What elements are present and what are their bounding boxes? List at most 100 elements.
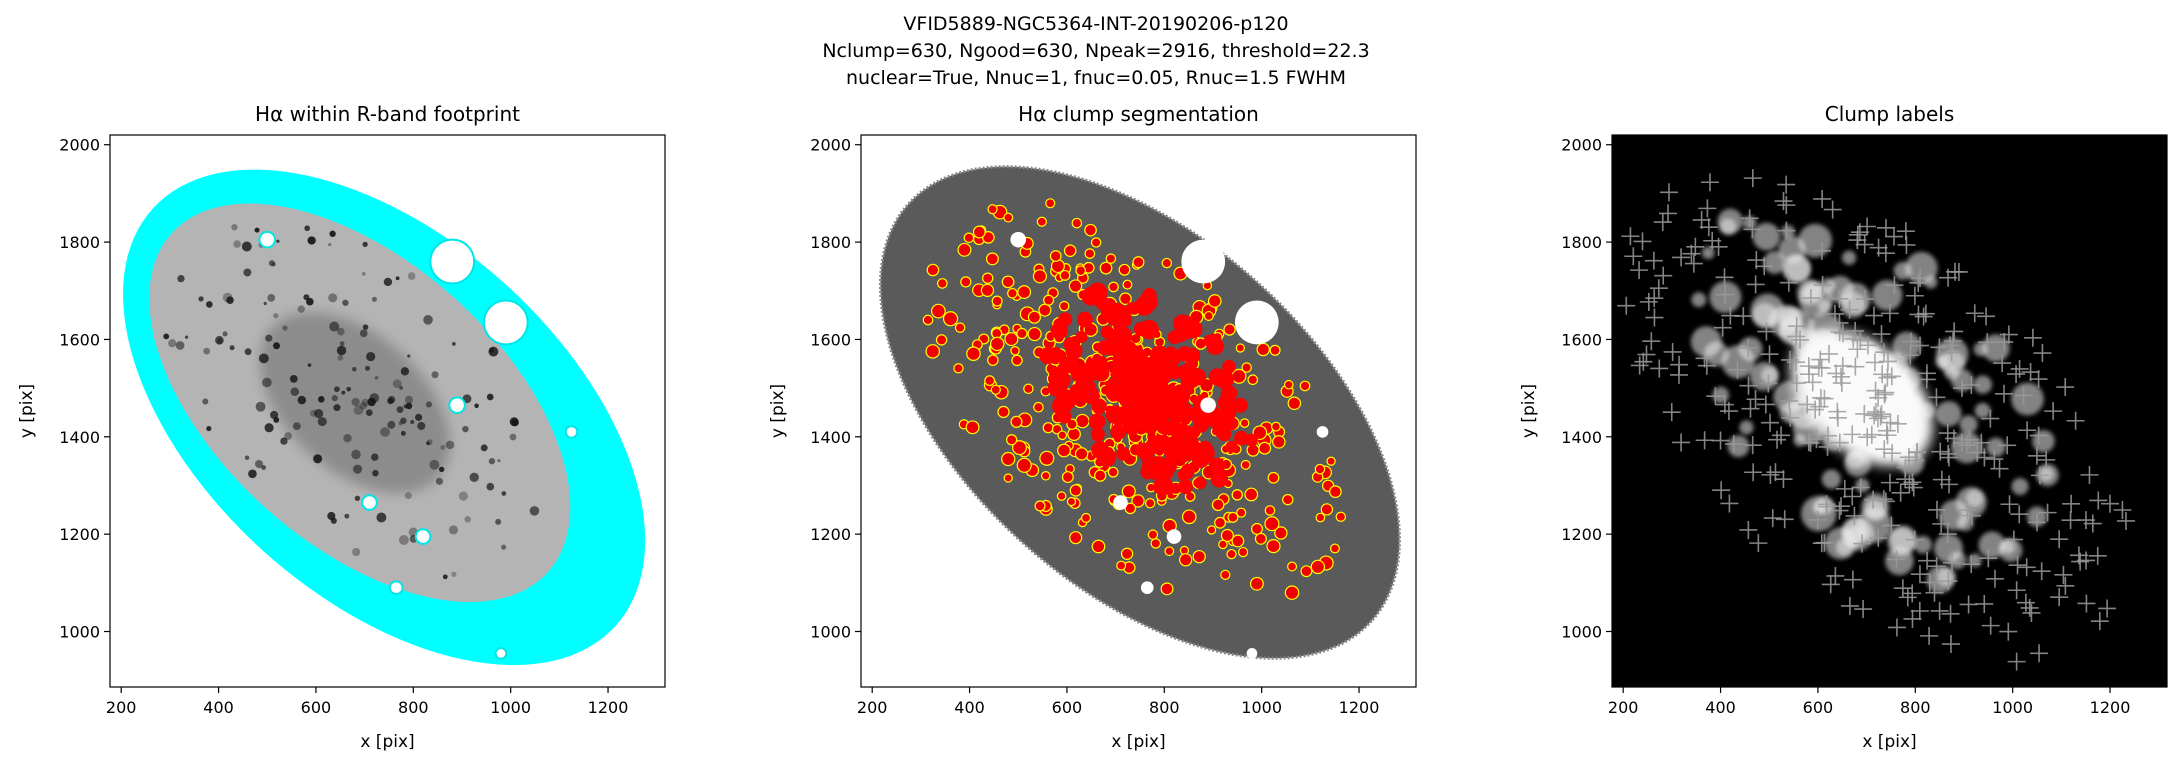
peak-marker bbox=[1772, 426, 1791, 445]
halpha-knot bbox=[313, 454, 323, 464]
x-tick-label: 1200 bbox=[2090, 698, 2131, 717]
clump bbox=[1256, 342, 1270, 357]
clump bbox=[1251, 522, 1263, 535]
star-mask bbox=[429, 238, 476, 285]
clump bbox=[1120, 547, 1134, 560]
clump bbox=[1137, 397, 1152, 412]
clump bbox=[1040, 471, 1051, 481]
peak-marker bbox=[1880, 473, 1899, 492]
peak-marker bbox=[1739, 376, 1758, 395]
halpha-knot bbox=[198, 296, 204, 302]
clump bbox=[1179, 545, 1190, 556]
peak-marker bbox=[1813, 276, 1832, 295]
halpha-knot bbox=[330, 517, 337, 524]
peak-marker bbox=[1851, 478, 1870, 497]
peak-marker bbox=[1645, 308, 1664, 327]
halpha-knot bbox=[317, 396, 325, 403]
label-blob bbox=[1752, 222, 1781, 251]
label-blob bbox=[1998, 538, 2023, 562]
clump bbox=[960, 276, 972, 288]
peak-marker bbox=[1945, 429, 1964, 448]
peak-marker bbox=[1801, 289, 1820, 308]
clump bbox=[1111, 371, 1124, 384]
clump bbox=[926, 263, 940, 277]
peak-marker bbox=[1910, 565, 1929, 584]
halpha-knot bbox=[265, 334, 273, 342]
peak-marker bbox=[1756, 395, 1775, 414]
halpha-knot bbox=[292, 422, 301, 430]
label-blob bbox=[1796, 279, 1823, 306]
peak-marker bbox=[1903, 584, 1922, 603]
peak-marker bbox=[1903, 473, 1922, 492]
label-blob bbox=[1939, 499, 1970, 531]
y-axis-label: y [pix] bbox=[1519, 384, 1539, 438]
peak-marker bbox=[1896, 458, 1915, 477]
axes-title: Clump labels bbox=[1825, 102, 1955, 126]
halpha-knot bbox=[374, 375, 379, 380]
peak-marker bbox=[2007, 581, 2026, 600]
peak-marker bbox=[1875, 440, 1894, 459]
peak-marker bbox=[1885, 276, 1904, 295]
clump bbox=[1132, 256, 1145, 269]
peak-marker bbox=[1995, 333, 2014, 352]
halpha-knot bbox=[233, 240, 241, 248]
y-tick-label: 1400 bbox=[1561, 428, 1602, 447]
clump bbox=[1335, 511, 1346, 523]
clump bbox=[1063, 244, 1077, 257]
peak-marker bbox=[1697, 356, 1716, 375]
halpha-knot bbox=[398, 421, 403, 426]
halpha-knot bbox=[480, 444, 488, 452]
halpha-knot bbox=[362, 241, 368, 248]
halpha-knot bbox=[280, 437, 288, 445]
halpha-knot bbox=[241, 241, 252, 252]
clump bbox=[1122, 279, 1133, 290]
peak-marker bbox=[1939, 572, 1958, 591]
peak-marker bbox=[1813, 189, 1832, 208]
clump bbox=[1067, 427, 1081, 441]
y-axis-label: y [pix] bbox=[17, 384, 37, 438]
label-blob bbox=[2011, 477, 2029, 496]
peak-marker bbox=[1777, 196, 1796, 215]
halpha-knot bbox=[488, 457, 496, 465]
clump bbox=[984, 375, 996, 387]
clump bbox=[963, 232, 975, 244]
halpha-knot bbox=[371, 296, 377, 302]
label-blob bbox=[1978, 531, 2006, 559]
peak-marker bbox=[1826, 566, 1845, 585]
peak-marker bbox=[1882, 367, 1901, 386]
peak-marker bbox=[2020, 598, 2039, 617]
halpha-knot bbox=[184, 335, 189, 339]
peak-marker bbox=[1975, 448, 1994, 467]
halpha-knot bbox=[177, 274, 185, 283]
peak-marker bbox=[1968, 443, 1987, 462]
halpha-knot bbox=[365, 409, 373, 417]
halpha-knot bbox=[297, 395, 307, 405]
halpha-knot bbox=[314, 408, 324, 419]
peak-marker bbox=[1740, 209, 1759, 228]
halpha-knot bbox=[244, 348, 252, 356]
clump bbox=[1195, 443, 1215, 463]
peak-marker bbox=[1672, 248, 1691, 267]
peak-marker bbox=[1682, 244, 1701, 263]
peak-marker bbox=[1993, 354, 2012, 373]
clump bbox=[1119, 292, 1132, 306]
clump bbox=[1227, 511, 1239, 523]
label-blob bbox=[1974, 402, 1991, 419]
label-blob bbox=[1959, 415, 1978, 434]
peak-marker bbox=[1815, 389, 1834, 408]
peak-marker bbox=[1621, 227, 1640, 246]
halpha-knot bbox=[222, 331, 228, 337]
peak-marker bbox=[1715, 268, 1734, 287]
halpha-knot bbox=[263, 301, 267, 306]
label-blob bbox=[1936, 401, 1962, 427]
peak-marker bbox=[1763, 509, 1782, 528]
halpha-knot bbox=[440, 444, 446, 450]
peak-marker bbox=[1817, 497, 1836, 516]
halpha-knot bbox=[222, 292, 233, 303]
clump bbox=[1010, 346, 1020, 356]
clump bbox=[1212, 416, 1230, 433]
suptitle: Nclump=630, Ngood=630, Npeak=2916, thres… bbox=[822, 40, 1369, 62]
peak-marker bbox=[1828, 408, 1847, 427]
peak-marker bbox=[1850, 223, 1869, 242]
clump bbox=[1118, 263, 1131, 276]
